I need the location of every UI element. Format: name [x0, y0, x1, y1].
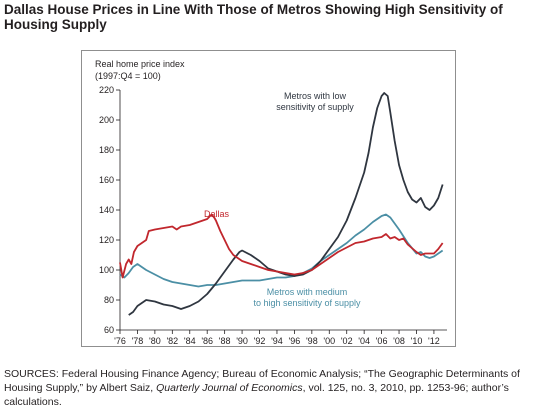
series-label: sensitivity of supply [276, 102, 354, 112]
series-label: to high sensitivity of supply [253, 298, 361, 308]
y-axis-title: Real home price index [95, 59, 185, 69]
x-tick-label: '88 [219, 336, 231, 346]
x-tick-label: '86 [201, 336, 213, 346]
x-tick-label: '08 [393, 336, 405, 346]
sources-prefix: SOURCES: Federal Housing Finance Agency;… [4, 368, 520, 394]
x-tick-label: '92 [254, 336, 266, 346]
x-tick-label: '06 [376, 336, 388, 346]
journal-name: Quarterly Journal of Economics [156, 382, 303, 394]
x-tick-label: '00 [323, 336, 335, 346]
x-tick-label: '12 [428, 336, 440, 346]
y-tick-label: 100 [99, 265, 114, 275]
y-tick-label: 200 [99, 115, 114, 125]
series-lines [119, 92, 444, 316]
y-tick-label: 60 [104, 325, 114, 335]
y-tick-label: 140 [99, 205, 114, 215]
chart-title: Dallas House Prices in Line With Those o… [4, 2, 503, 32]
x-tick-label: '84 [184, 336, 196, 346]
x-tick-label: '80 [149, 336, 161, 346]
y-tick-label: 160 [99, 175, 114, 185]
x-tick-label: '98 [306, 336, 318, 346]
series-line [119, 213, 444, 279]
series-label: Metros with low [284, 91, 347, 101]
x-tick-label: '96 [289, 336, 301, 346]
x-tick-label: '02 [341, 336, 353, 346]
sources-suffix: , vol. 125, no. 3, 2010, pp. 1253-96; au… [4, 382, 509, 408]
x-tick-label: '10 [411, 336, 423, 346]
y-tick-label: 120 [99, 235, 114, 245]
x-tick-label: '04 [358, 336, 370, 346]
y-tick-label: 80 [104, 295, 114, 305]
series-line [119, 213, 444, 288]
y-tick-label: 180 [99, 145, 114, 155]
x-tick-label: '78 [132, 336, 144, 346]
x-tick-label: '94 [271, 336, 283, 346]
tick-labels: 60 80 100 120 140 160 180 200 220 '76 '78 '80 '82 '84… [99, 85, 440, 346]
sources-note: SOURCES: Federal Housing Finance Agency;… [4, 367, 529, 409]
series-line [128, 92, 444, 316]
x-tick-label: '90 [236, 336, 248, 346]
chart-frame [81, 50, 456, 347]
x-tick-label: '76 [114, 336, 126, 346]
series-label: Dallas [204, 209, 230, 219]
y-tick-label: 220 [99, 85, 114, 95]
series-label: Metros with medium [267, 287, 348, 297]
y-axis-subtitle: (1997:Q4 = 100) [95, 71, 161, 81]
x-tick-label: '82 [166, 336, 178, 346]
